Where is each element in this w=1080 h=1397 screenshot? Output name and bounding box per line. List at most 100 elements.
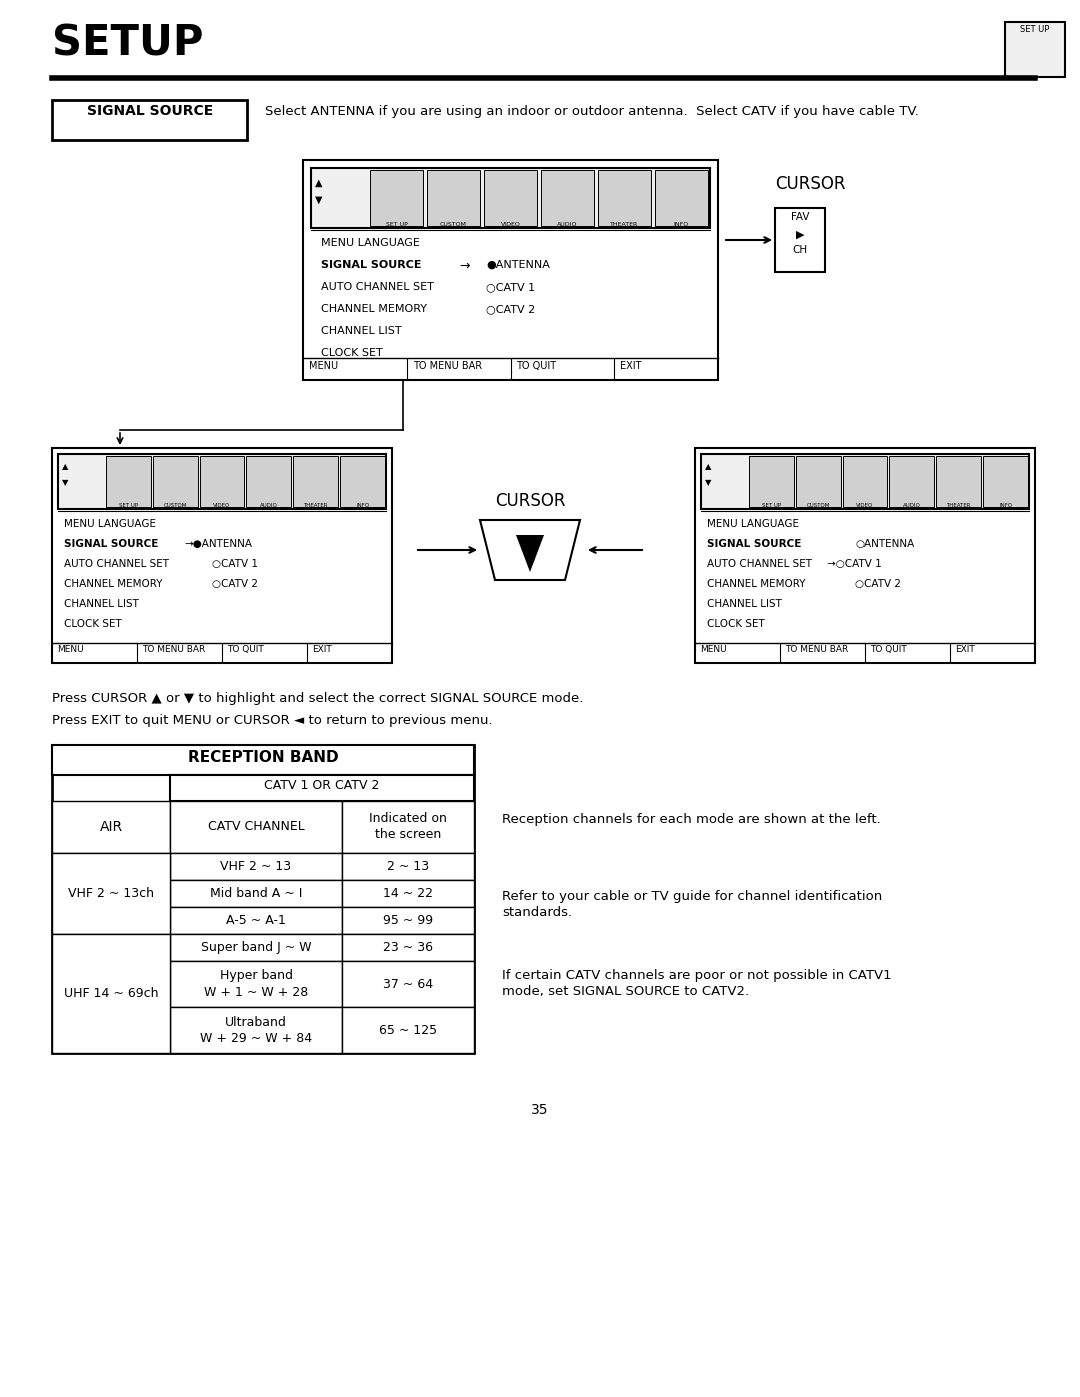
Bar [654,170,708,226]
Text: TO MENU BAR: TO MENU BAR [413,360,482,372]
Bar [170,907,342,935]
Text: CATV 1 OR CATV 2: CATV 1 OR CATV 2 [265,780,380,792]
Text: →○CATV 1: →○CATV 1 [827,559,881,569]
Bar [541,170,594,226]
Text: CLOCK SET: CLOCK SET [707,619,765,629]
Bar [246,455,292,507]
Bar [170,1007,342,1053]
Text: ○CATV 2: ○CATV 2 [855,578,901,590]
Bar [1005,22,1065,77]
Text: ○CATV 2: ○CATV 2 [486,305,536,314]
Text: AIR: AIR [99,820,122,834]
Bar [342,961,474,1007]
Text: THEATER: THEATER [303,503,328,509]
Bar [701,454,1029,509]
Text: CHANNEL MEMORY: CHANNEL MEMORY [64,578,162,590]
Text: EXIT: EXIT [955,645,975,654]
Text: CURSOR: CURSOR [775,175,846,193]
Bar [983,455,1028,507]
Text: MENU: MENU [57,645,83,654]
Text: SET UP: SET UP [761,503,781,509]
Text: SETUP: SETUP [52,22,203,64]
Bar [842,455,888,507]
Bar [52,800,170,854]
Text: SIGNAL SOURCE: SIGNAL SOURCE [64,539,159,549]
Bar [775,208,825,272]
Text: SET UP: SET UP [119,503,138,509]
Text: CH: CH [793,244,808,256]
Bar [52,935,170,1053]
Bar [294,455,338,507]
Bar [342,800,474,854]
Text: CLOCK SET: CLOCK SET [321,348,382,358]
Text: Super band J ~ W: Super band J ~ W [201,942,311,954]
Text: CHANNEL LIST: CHANNEL LIST [707,599,782,609]
Bar [170,961,342,1007]
Bar [170,880,342,907]
Bar [200,455,244,507]
Text: CUSTOM: CUSTOM [163,503,187,509]
Text: INFO: INFO [356,503,369,509]
Text: THEATER: THEATER [946,503,971,509]
Text: ▼: ▼ [62,478,68,488]
Text: Press EXIT to quit MENU or CURSOR ◄ to return to previous menu.: Press EXIT to quit MENU or CURSOR ◄ to r… [52,714,492,726]
Text: A-5 ~ A-1: A-5 ~ A-1 [226,914,286,928]
Bar [342,880,474,907]
Text: CUSTOM: CUSTOM [807,503,829,509]
Text: SET UP: SET UP [386,222,407,226]
Bar [311,168,710,228]
Text: VIDEO: VIDEO [856,503,874,509]
Text: THEATER: THEATER [610,222,638,226]
Bar [52,101,247,140]
Text: AUDIO: AUDIO [260,503,278,509]
Text: INFO: INFO [999,503,1012,509]
Text: 95 ~ 99: 95 ~ 99 [383,914,433,928]
Bar [748,455,794,507]
Text: ●ANTENNA: ●ANTENNA [486,260,550,270]
Text: TO QUIT: TO QUIT [227,645,264,654]
Text: Select ANTENNA if you are using an indoor or outdoor antenna.  Select CATV if yo: Select ANTENNA if you are using an indoo… [265,105,919,117]
Polygon shape [516,535,544,571]
Text: MENU: MENU [700,645,727,654]
Text: →●ANTENNA: →●ANTENNA [184,539,252,549]
Text: →: → [459,260,470,272]
Bar [342,854,474,880]
Text: ▼: ▼ [705,478,712,488]
Text: AUDIO: AUDIO [903,503,921,509]
Text: Mid band A ~ I: Mid band A ~ I [210,887,302,900]
Text: TO MENU BAR: TO MENU BAR [785,645,848,654]
Text: CHANNEL LIST: CHANNEL LIST [321,326,402,337]
Text: CUSTOM: CUSTOM [440,222,467,226]
Bar [342,1007,474,1053]
Text: VHF 2 ~ 13: VHF 2 ~ 13 [220,861,292,873]
Bar [342,935,474,961]
Bar [170,854,342,880]
Text: AUDIO: AUDIO [557,222,578,226]
Text: CHANNEL MEMORY: CHANNEL MEMORY [707,578,806,590]
Text: ○CATV 2: ○CATV 2 [212,578,258,590]
Text: 14 ~ 22: 14 ~ 22 [383,887,433,900]
Text: Reception channels for each mode are shown at the left.: Reception channels for each mode are sho… [502,813,881,826]
Text: CLOCK SET: CLOCK SET [64,619,122,629]
Text: ▼: ▼ [315,196,323,205]
Text: TO QUIT: TO QUIT [516,360,556,372]
Text: TO QUIT: TO QUIT [870,645,907,654]
Bar [303,161,718,380]
Text: MENU: MENU [309,360,338,372]
Text: RECEPTION BAND: RECEPTION BAND [188,750,338,766]
Text: ○CATV 1: ○CATV 1 [212,559,258,569]
Bar [170,800,342,854]
Text: SIGNAL SOURCE: SIGNAL SOURCE [86,103,213,117]
Text: AUTO CHANNEL SET: AUTO CHANNEL SET [321,282,434,292]
Text: CHANNEL LIST: CHANNEL LIST [64,599,139,609]
Bar [152,455,198,507]
Bar [936,455,981,507]
Text: 37 ~ 64: 37 ~ 64 [383,978,433,990]
Text: If certain CATV channels are poor or not possible in CATV1
mode, set SIGNAL SOUR: If certain CATV channels are poor or not… [502,970,892,997]
Text: 2 ~ 13: 2 ~ 13 [387,861,429,873]
Text: MENU LANGUAGE: MENU LANGUAGE [321,237,420,249]
Bar [484,170,537,226]
Text: EXIT: EXIT [620,360,642,372]
Text: 35: 35 [531,1104,549,1118]
Bar [427,170,480,226]
